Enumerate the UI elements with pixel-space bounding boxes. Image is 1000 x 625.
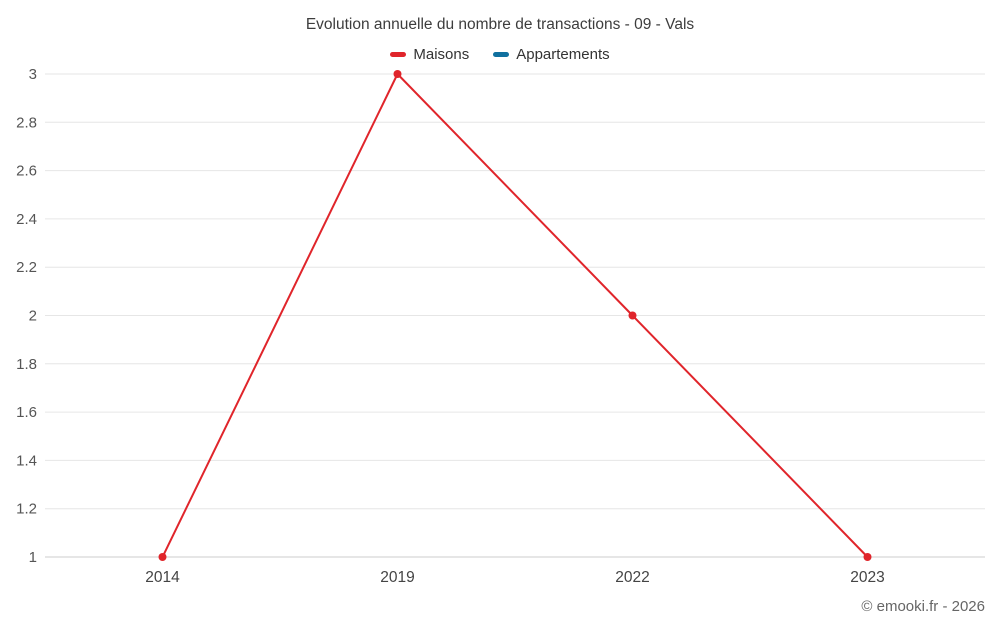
y-tick-label: 1 (29, 549, 37, 566)
y-tick-label: 1.8 (16, 356, 37, 373)
y-tick-label: 1.6 (16, 404, 37, 421)
y-tick-label: 2.8 (16, 114, 37, 131)
legend-label: Maisons (413, 46, 470, 63)
legend-line-marker-icon (390, 52, 407, 57)
data-point[interactable] (393, 70, 402, 78)
legend-label: Appartements (516, 46, 610, 63)
x-tick-label: 2022 (615, 569, 649, 586)
y-tick-label: 2.2 (16, 259, 37, 276)
legend-line-marker-icon (493, 52, 510, 57)
legend-item-appartements[interactable]: Appartements (493, 46, 610, 63)
data-point[interactable] (628, 311, 637, 320)
chart-title: Evolution annuelle du nombre de transact… (305, 16, 695, 33)
data-point[interactable] (158, 553, 167, 561)
legend-item-maisons[interactable]: Maisons (390, 46, 469, 63)
y-tick-label: 1.2 (16, 501, 37, 518)
copyright-text: © emooki.fr - 2026 (861, 598, 985, 615)
y-tick-label: 2.6 (16, 163, 37, 180)
chart-legend: Maisons Appartements (0, 46, 1000, 63)
series-line-maisons (161, 73, 869, 558)
y-tick-label: 1.4 (16, 452, 37, 469)
data-point[interactable] (863, 553, 872, 561)
y-tick-label: 3 (29, 66, 37, 83)
y-tick-label: 2 (29, 308, 37, 325)
x-tick-label: 2014 (145, 569, 180, 586)
x-tick-label: 2019 (380, 569, 414, 586)
y-tick-label: 2.4 (16, 211, 37, 228)
x-tick-label: 2023 (850, 569, 884, 586)
